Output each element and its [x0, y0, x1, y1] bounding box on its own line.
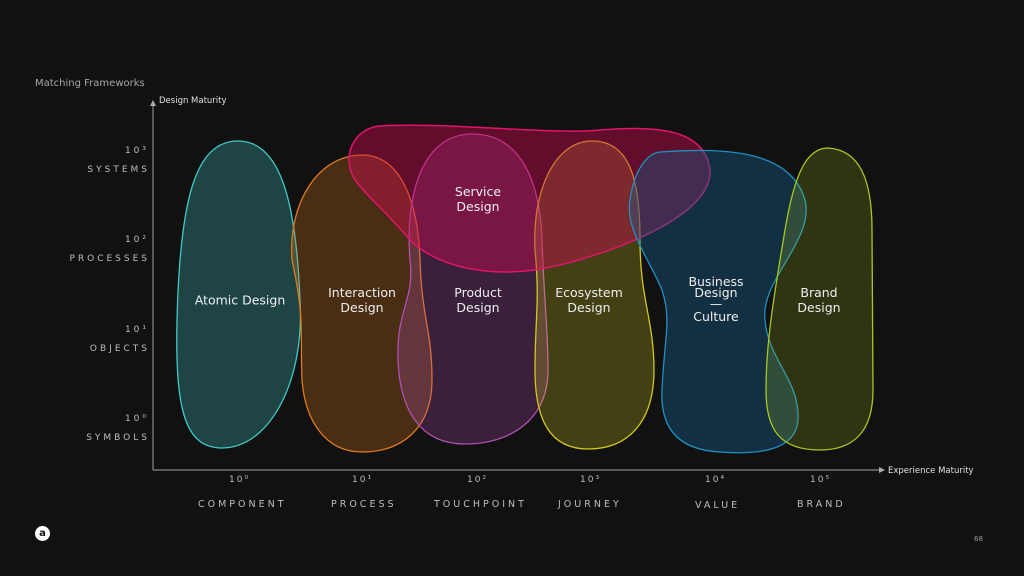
- label-product-design: Product Design: [454, 285, 502, 315]
- blob-atomic-design: [176, 140, 302, 449]
- x-tick-name: TOUCHPOINT: [434, 499, 527, 510]
- x-axis-arrow-icon: [879, 467, 885, 473]
- brand-logo: a: [35, 526, 50, 541]
- slide-title: Matching Frameworks: [35, 78, 145, 89]
- x-tick-name: COMPONENT: [198, 499, 287, 510]
- y-tick-exp: 10⁰: [124, 414, 149, 424]
- label-service-design: Service Design: [454, 184, 502, 214]
- blob-product-design: [397, 133, 549, 445]
- blob-brand-design: [765, 147, 874, 451]
- x-tick-name: BRAND: [797, 499, 846, 510]
- y-tick-name: OBJECTS: [89, 344, 150, 354]
- label-atomic-design: Atomic Design: [194, 292, 286, 308]
- y-tick-exp: 10²: [124, 235, 149, 245]
- x-tick-exp: 10⁴: [705, 475, 727, 485]
- x-tick-exp: 10²: [467, 475, 489, 485]
- y-axis-arrow-icon: [150, 100, 156, 106]
- x-axis-label: Experience Maturity: [888, 466, 974, 476]
- x-tick-name: VALUE: [695, 500, 741, 511]
- label-business-design-culture: Business Design — Culture: [688, 274, 744, 324]
- blob-ecosystem-design: [534, 140, 655, 450]
- x-tick-exp: 10³: [580, 475, 602, 485]
- y-tick-exp: 10³: [124, 146, 149, 156]
- label-brand-design: Brand Design: [797, 285, 841, 315]
- label-interaction-design: Interaction Design: [328, 285, 396, 315]
- x-tick-name: JOURNEY: [558, 499, 622, 510]
- x-tick-exp: 10⁵: [810, 475, 832, 485]
- x-tick-exp: 10⁰: [229, 475, 251, 485]
- x-tick-exp: 10¹: [352, 475, 374, 485]
- y-tick-name: SYSTEMS: [87, 165, 150, 175]
- y-tick-exp: 10¹: [124, 325, 149, 335]
- y-axis-label: Design Maturity: [159, 96, 227, 106]
- y-tick-name: PROCESSES: [69, 254, 150, 264]
- blob-interaction-design: [291, 154, 433, 453]
- x-tick-name: PROCESS: [331, 499, 397, 510]
- page-number: 68: [974, 535, 983, 543]
- y-tick-name: SYMBOLS: [86, 433, 150, 443]
- label-ecosystem-design: Ecosystem Design: [555, 285, 623, 315]
- blob-service-design: [348, 124, 711, 273]
- blob-business-design: [628, 149, 807, 454]
